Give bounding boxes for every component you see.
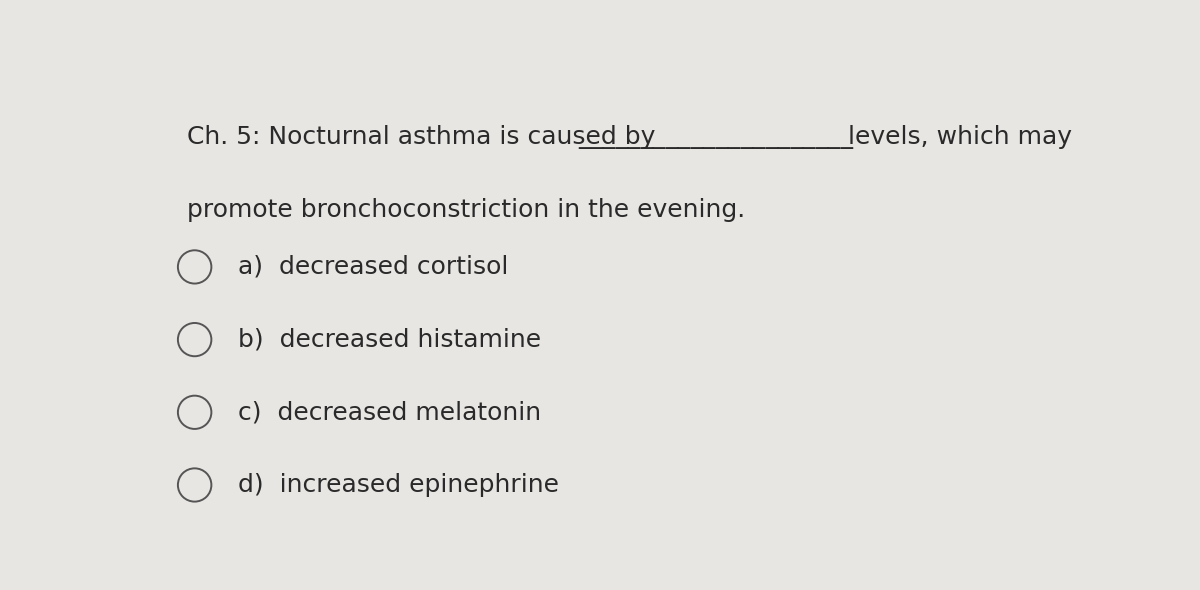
Text: b)  decreased histamine: b) decreased histamine	[239, 327, 541, 352]
Text: Ch. 5: Nocturnal asthma is caused by: Ch. 5: Nocturnal asthma is caused by	[187, 125, 655, 149]
Text: c)  decreased melatonin: c) decreased melatonin	[239, 400, 541, 424]
Text: d)  increased epinephrine: d) increased epinephrine	[239, 473, 559, 497]
Text: levels, which may: levels, which may	[847, 125, 1072, 149]
Text: promote bronchoconstriction in the evening.: promote bronchoconstriction in the eveni…	[187, 198, 745, 222]
Text: a)  decreased cortisol: a) decreased cortisol	[239, 255, 509, 279]
Text: ______________________: ______________________	[578, 125, 853, 149]
